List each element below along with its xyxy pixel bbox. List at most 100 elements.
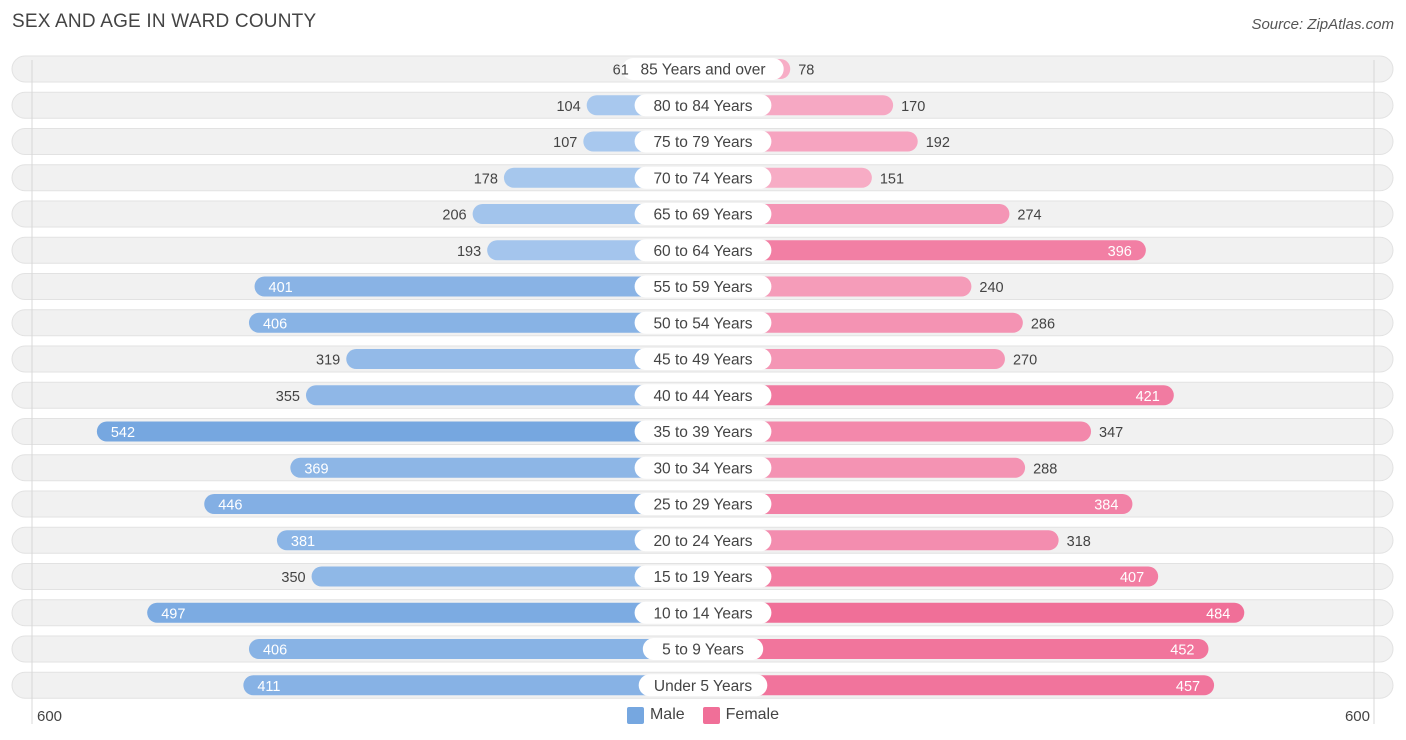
category-label: 65 to 69 Years: [653, 207, 752, 224]
male-value-label: 206: [442, 208, 466, 224]
female-value-label: 384: [1094, 498, 1118, 514]
category-label-bg: [634, 348, 772, 370]
category-label: 70 to 74 Years: [653, 170, 752, 187]
male-bar: [248, 639, 703, 659]
female-value-label: 274: [1017, 208, 1041, 224]
female-value-label: 347: [1099, 425, 1123, 441]
male-value-label: 193: [457, 244, 481, 260]
category-label-bg: [634, 420, 772, 443]
category-label: 5 to 9 Years: [662, 642, 744, 659]
category-label-bg: [622, 58, 784, 80]
male-value-label: 104: [556, 99, 580, 115]
male-value-label: 350: [281, 570, 305, 586]
male-bar: [254, 276, 703, 297]
category-label-bg: [634, 203, 772, 225]
legend-item-male[interactable]: Male: [626, 706, 685, 724]
female-value-label: 240: [979, 280, 1003, 296]
category-label: 10 to 14 Years: [653, 605, 752, 622]
female-swatch: [702, 706, 720, 724]
source-note: Source: ZipAtlas.com: [1251, 16, 1394, 33]
female-bar: [703, 639, 1209, 659]
legend: Male Female: [0, 706, 1406, 724]
female-value-label: 452: [1170, 643, 1194, 659]
female-value-label: 407: [1120, 570, 1144, 586]
female-value-label: 421: [1136, 389, 1160, 405]
male-bar: [276, 530, 703, 551]
male-value-label: 497: [161, 606, 185, 622]
female-bar: [703, 530, 1059, 551]
axis-right-label: 600: [1344, 708, 1370, 725]
category-label-bg: [634, 493, 772, 515]
female-bar: [703, 312, 1023, 333]
female-bar: [703, 349, 1005, 369]
category-label-bg: [634, 311, 772, 334]
category-label-bg: [634, 166, 772, 189]
female-value-label: 170: [901, 99, 925, 115]
female-bar: [703, 385, 1174, 406]
category-label: 55 to 59 Years: [653, 279, 752, 296]
category-label: 30 to 34 Years: [653, 460, 752, 477]
category-label-bg: [634, 384, 772, 407]
female-value-label: 484: [1206, 606, 1230, 622]
male-value-label: 381: [291, 534, 315, 550]
female-value-label: 457: [1176, 679, 1200, 695]
category-label: 15 to 19 Years: [653, 569, 752, 586]
category-label-bg: [634, 456, 772, 479]
category-label: 80 to 84 Years: [653, 98, 752, 115]
category-label-bg: [642, 638, 764, 660]
female-bar: [703, 457, 1026, 478]
category-label-bg: [638, 674, 768, 697]
male-value-label: 178: [474, 171, 498, 187]
male-value-label: 411: [257, 679, 280, 695]
male-bar: [311, 566, 703, 587]
male-value-label: 406: [263, 316, 287, 332]
female-bar: [703, 675, 1215, 696]
legend-label-male: Male: [649, 706, 685, 723]
male-value-label: 355: [276, 389, 300, 405]
female-bar: [703, 566, 1159, 587]
male-bar: [346, 349, 703, 369]
female-value-label: 151: [880, 171, 904, 187]
male-bar: [147, 602, 703, 623]
male-bar: [204, 494, 703, 514]
category-label: 85 Years and over: [641, 62, 766, 79]
legend-label-female: Female: [725, 706, 780, 723]
female-bar: [703, 421, 1092, 442]
female-value-label: 78: [798, 63, 814, 79]
male-bar: [305, 385, 703, 406]
female-value-label: 318: [1067, 534, 1091, 550]
category-label-bg: [634, 130, 772, 153]
female-value-label: 286: [1031, 316, 1055, 332]
male-value-label: 61: [613, 63, 629, 79]
male-value-label: 369: [304, 461, 328, 477]
female-bar: [703, 602, 1245, 623]
category-label-bg: [634, 529, 772, 552]
category-label: 20 to 24 Years: [653, 533, 752, 550]
category-label: 50 to 54 Years: [653, 315, 752, 332]
male-swatch: [626, 706, 644, 724]
female-bar: [703, 204, 1010, 224]
category-label: 45 to 49 Years: [653, 352, 752, 369]
male-value-label: 542: [111, 425, 135, 441]
category-label-bg: [634, 601, 772, 624]
female-value-label: 270: [1013, 353, 1037, 369]
category-label: 35 to 39 Years: [653, 424, 752, 441]
legend-item-female[interactable]: Female: [702, 706, 780, 724]
category-label-bg: [634, 94, 772, 117]
male-value-label: 406: [263, 643, 287, 659]
male-value-label: 446: [218, 498, 242, 514]
male-value-label: 319: [316, 353, 340, 369]
female-bar: [703, 494, 1133, 514]
category-label: 25 to 29 Years: [653, 497, 752, 514]
male-value-label: 401: [269, 280, 293, 296]
male-bar: [248, 312, 703, 333]
category-label: Under 5 Years: [654, 678, 752, 695]
category-label-bg: [634, 275, 772, 298]
female-value-label: 396: [1108, 244, 1132, 260]
male-bar: [96, 421, 703, 442]
male-value-label: 107: [553, 135, 577, 151]
female-value-label: 192: [926, 135, 950, 151]
male-bar: [243, 675, 704, 696]
female-value-label: 288: [1033, 461, 1057, 477]
